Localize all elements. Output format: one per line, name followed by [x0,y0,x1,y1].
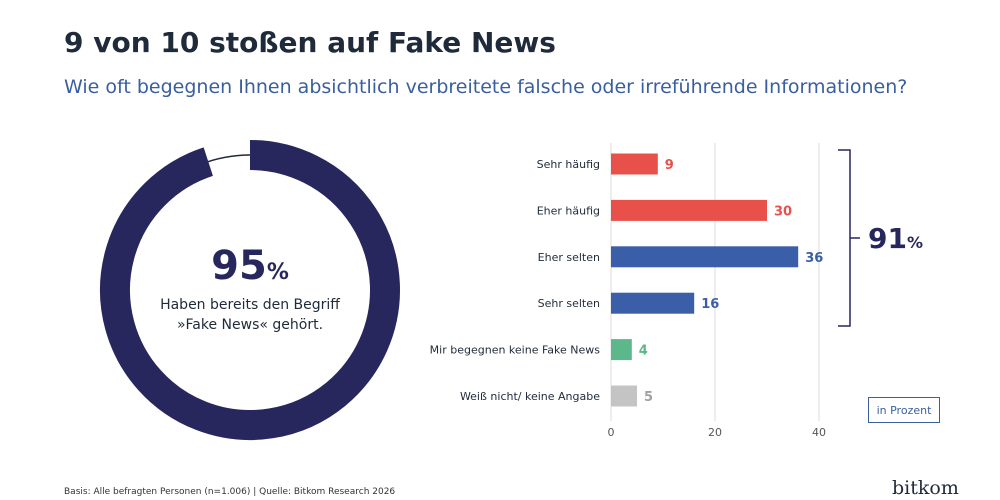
bar [611,385,637,407]
donut-percent-sign: % [266,260,289,285]
bar [611,339,632,361]
x-tick-label: 40 [812,426,826,439]
bracket-total-number: 91 [868,222,907,255]
bracket [838,149,862,327]
bar-value-label: 16 [701,297,719,312]
bracket-total-percent-sign: % [906,233,923,252]
donut-value-number: 95 [211,243,267,289]
bracket-total: 91% [868,222,923,255]
bar-value-label: 30 [774,204,792,219]
bar [611,246,799,268]
donut-svg [100,140,400,440]
category-label: Eher selten [538,251,600,264]
donut-label: 95% Haben bereits den Begriff »Fake News… [90,243,410,335]
bar-value-label: 9 [665,158,674,173]
donut-arc [100,140,400,440]
donut-description: Haben bereits den Begriff »Fake News« ge… [90,295,410,335]
category-label: Sehr häufig [537,158,600,171]
bar-value-label: 36 [805,251,823,266]
unit-label: in Prozent [868,397,940,423]
bar-value-label: 4 [639,344,648,359]
category-label: Sehr selten [538,297,600,310]
bar [611,292,695,314]
donut-chart: 95% Haben bereits den Begriff »Fake News… [90,135,410,445]
bitkom-logo: bitkom [892,477,959,499]
x-tick-label: 20 [708,426,722,439]
footer-source: Basis: Alle befragten Personen (n=1.006)… [64,487,396,497]
donut-value: 95% [90,243,410,289]
chart-title: 9 von 10 stoßen auf Fake News [64,26,556,59]
bar [611,153,658,175]
bar-chart-svg: 0 20 40 Sehr häufig 9 Eher häufig 30 Eher selt… [430,143,862,439]
bar-value-label: 5 [644,390,653,405]
category-label: Mir begegnen keine Fake News [430,344,601,357]
donut-description-line2: »Fake News« gehört. [176,317,324,333]
donut-description-line1: Haben bereits den Begriff [160,297,340,313]
category-label: Eher häufig [537,204,600,217]
bar [611,199,767,221]
bar-chart: 0 20 40 Sehr häufig 9 Eher häufig 30 Eher selt… [400,135,862,459]
category-label: Weiß nicht/ keine Angabe [460,390,600,403]
chart-subtitle: Wie oft begegnen Ihnen absichtlich verbr… [64,76,908,98]
x-tick-label: 0 [608,426,615,439]
